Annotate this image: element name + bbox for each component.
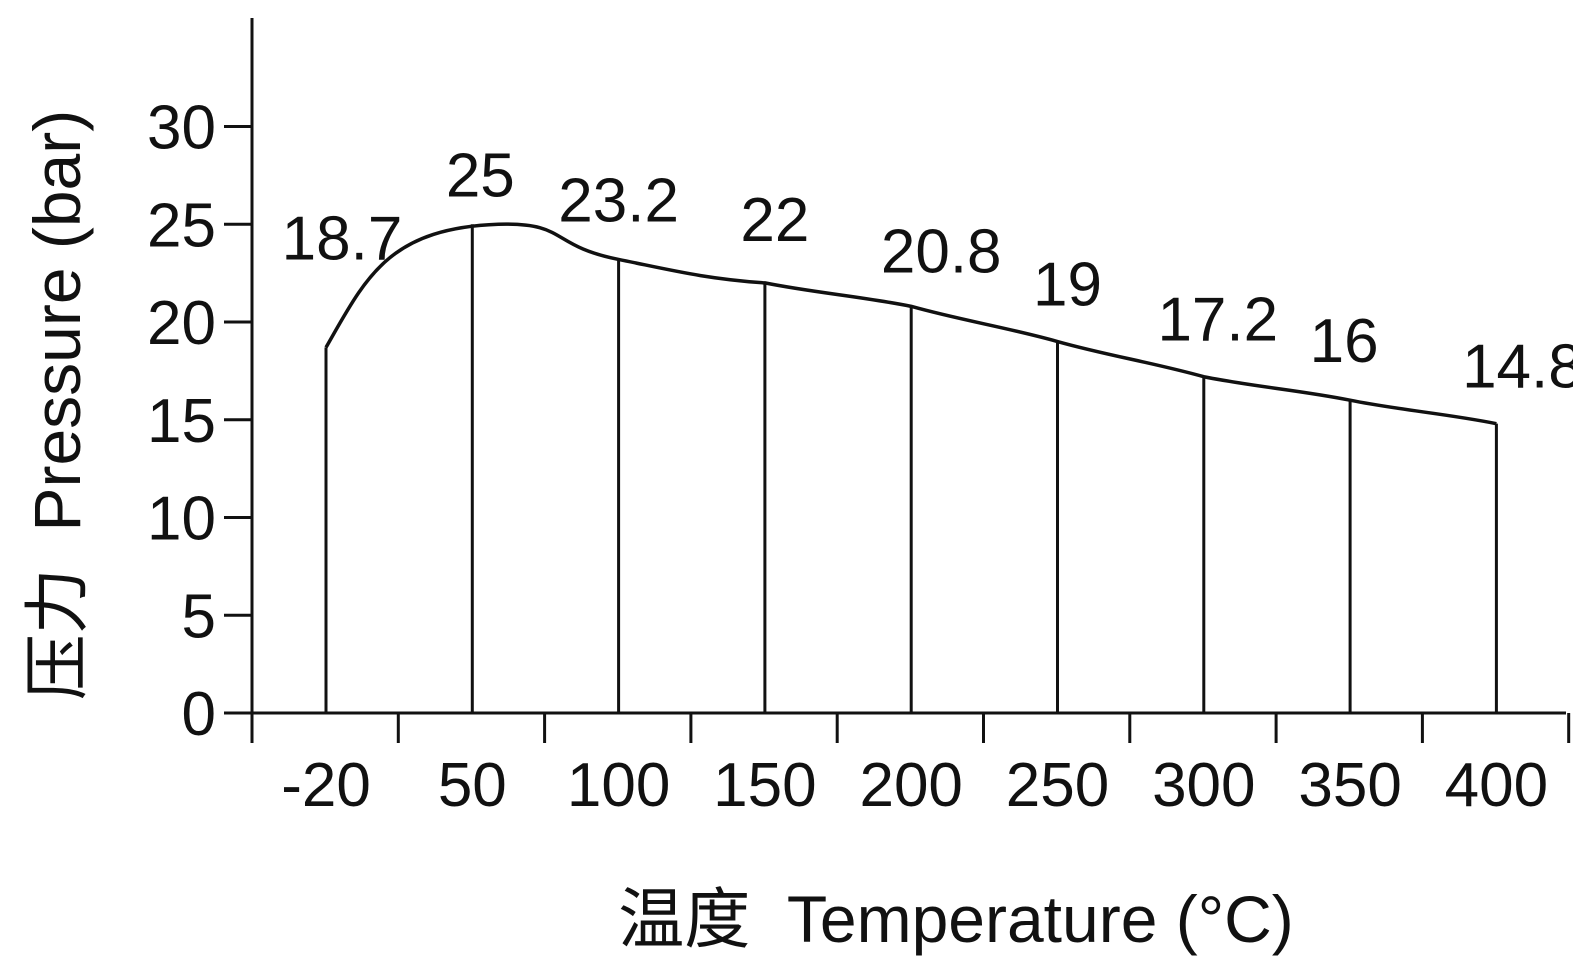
data-label: 23.2 [558, 166, 679, 235]
data-label: 20.8 [881, 217, 1002, 286]
y-ticks: 0 5 10 15 20 25 30 [147, 94, 252, 749]
y-tick-label: 0 [182, 680, 216, 749]
pressure-curve [324, 222, 1497, 426]
x-tick-label: 150 [713, 751, 816, 820]
data-label: 16 [1310, 307, 1379, 376]
y-tick-label: 30 [147, 94, 216, 163]
data-label: 14.8 [1462, 333, 1573, 402]
data-label: 25 [446, 141, 515, 210]
y-tick-label: 10 [147, 485, 216, 554]
drop-lines [324, 224, 1498, 713]
x-tick-label: 350 [1298, 751, 1401, 820]
x-axis-title: 温度 Temperature (°C) [618, 882, 1294, 956]
x-tick-label: 400 [1445, 751, 1548, 820]
y-tick-label: 25 [147, 191, 216, 260]
y-tick-label: 15 [147, 387, 216, 456]
data-labels: 18.7 25 23.2 22 20.8 19 17.2 16 14.8 [282, 141, 1573, 401]
data-label: 19 [1033, 251, 1102, 320]
data-label: 17.2 [1157, 286, 1278, 355]
data-label: 22 [740, 186, 809, 255]
data-label: 18.7 [282, 204, 403, 273]
y-axis-title: 压力 Pressure (bar) [20, 110, 94, 700]
x-ticks: -20 50 100 150 200 250 300 350 400 [250, 713, 1571, 820]
x-tick-label: -20 [281, 751, 371, 820]
y-tick-label: 5 [182, 582, 216, 651]
x-tick-label: 250 [1006, 751, 1109, 820]
y-tick-label: 20 [147, 289, 216, 358]
x-tick-label: 50 [438, 751, 507, 820]
x-tick-label: 300 [1152, 751, 1255, 820]
x-tick-label: 100 [567, 751, 670, 820]
x-tick-label: 200 [859, 751, 962, 820]
